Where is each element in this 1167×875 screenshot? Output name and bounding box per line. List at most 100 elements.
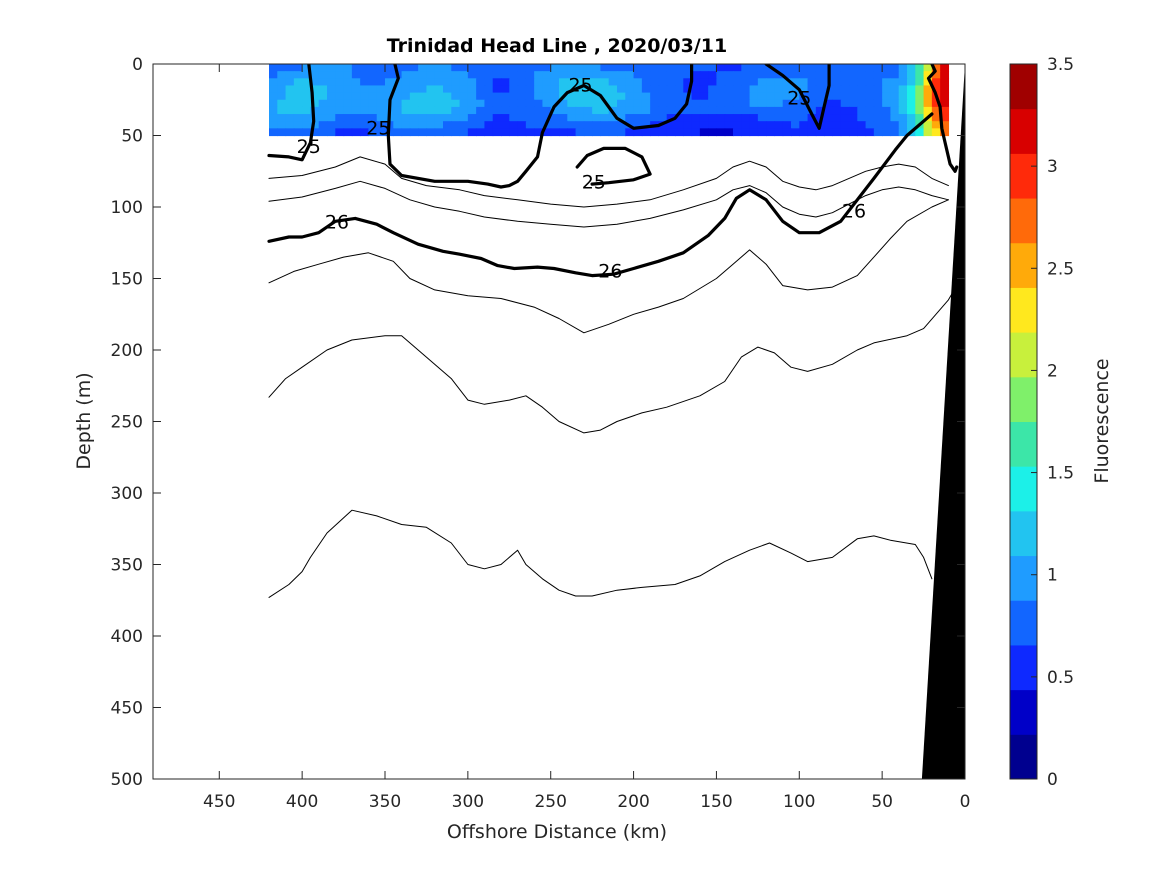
- heatmap-cell: [484, 85, 494, 94]
- heatmap-cell: [335, 64, 345, 72]
- heatmap-cell: [501, 85, 510, 94]
- heatmap-cell: [376, 121, 386, 129]
- heatmap-cell: [907, 121, 916, 129]
- heatmap-cell: [401, 64, 411, 72]
- heatmap-cell: [641, 99, 651, 108]
- heatmap-cell: [898, 128, 908, 137]
- heatmap-cell: [559, 99, 568, 108]
- heatmap-cell: [882, 71, 892, 79]
- heatmap-cell: [724, 106, 734, 115]
- heatmap-cell: [666, 121, 676, 129]
- heatmap-cell: [327, 114, 336, 122]
- heatmap-cell: [940, 85, 950, 94]
- heatmap-cell: [708, 128, 718, 137]
- heatmap-cell: [733, 64, 742, 72]
- heatmap-cell: [401, 128, 411, 137]
- y-tick-label: 300: [111, 484, 143, 504]
- heatmap-cell: [459, 71, 469, 79]
- heatmap-cell: [269, 64, 278, 72]
- colorbar-segment: [1010, 332, 1037, 378]
- heatmap-cell: [517, 121, 527, 129]
- y-tick-label: 50: [121, 127, 143, 147]
- heatmap-cell: [285, 121, 295, 129]
- y-axis-label: Depth (m): [73, 372, 95, 469]
- heatmap-cell: [542, 64, 552, 72]
- heatmap-cell: [666, 78, 676, 87]
- heatmap-cell: [824, 99, 834, 108]
- heatmap-cell: [467, 85, 477, 94]
- heatmap-cell: [318, 106, 328, 115]
- heatmap-cell: [277, 121, 287, 129]
- heatmap-cell: [443, 99, 452, 108]
- heatmap-cell: [791, 71, 800, 79]
- heatmap-cell: [443, 71, 452, 79]
- heatmap-cell: [293, 92, 303, 101]
- heatmap-cell: [699, 64, 709, 72]
- fluorescence-heatmap: [269, 64, 950, 137]
- heatmap-cell: [434, 64, 444, 72]
- heatmap-cell: [898, 85, 908, 94]
- heatmap-cell: [608, 92, 618, 101]
- heatmap-cell: [302, 92, 312, 101]
- heatmap-cell: [534, 121, 544, 129]
- heatmap-cell: [749, 121, 759, 129]
- heatmap-cell: [600, 64, 610, 72]
- heatmap-cell: [658, 128, 668, 137]
- heatmap-cell: [277, 128, 287, 137]
- heatmap-cell: [782, 92, 792, 101]
- heatmap-cell: [534, 99, 544, 108]
- heatmap-cell: [782, 85, 792, 94]
- heatmap-cell: [774, 78, 784, 87]
- heatmap-cell: [310, 64, 320, 72]
- heatmap-cell: [907, 99, 916, 108]
- heatmap-cell: [782, 99, 792, 108]
- heatmap-cell: [285, 71, 295, 79]
- heatmap-cell: [650, 78, 660, 87]
- heatmap-cell: [699, 106, 709, 115]
- heatmap-cell: [583, 99, 593, 108]
- heatmap-cell: [882, 99, 892, 108]
- heatmap-cell: [335, 121, 345, 129]
- heatmap-cell: [749, 114, 759, 122]
- heatmap-cell: [327, 99, 336, 108]
- heatmap-cell: [443, 121, 452, 129]
- colorbar-tick-label: 2: [1047, 361, 1058, 381]
- heatmap-cell: [484, 99, 494, 108]
- heatmap-cell: [467, 128, 477, 137]
- heatmap-cell: [277, 114, 287, 122]
- heatmap-cell: [832, 78, 842, 87]
- heatmap-cell: [749, 128, 759, 137]
- heatmap-cell: [699, 92, 709, 101]
- heatmap-cell: [733, 121, 742, 129]
- heatmap-cell: [351, 71, 361, 79]
- heatmap-cell: [691, 64, 701, 72]
- heatmap-cell: [749, 85, 759, 94]
- heatmap-cell: [915, 85, 925, 94]
- heatmap-cell: [592, 121, 602, 129]
- heatmap-cell: [733, 92, 742, 101]
- heatmap-cell: [832, 92, 842, 101]
- heatmap-cell: [409, 106, 419, 115]
- heatmap-cell: [766, 78, 776, 87]
- heatmap-cell: [269, 106, 278, 115]
- contour-line-bold: [575, 146, 652, 186]
- heatmap-cell: [467, 114, 477, 122]
- heatmap-cell: [426, 85, 436, 94]
- heatmap-cell: [542, 99, 552, 108]
- heatmap-cell: [749, 71, 759, 79]
- heatmap-cell: [791, 106, 800, 115]
- contour-line: [268, 156, 949, 208]
- heatmap-cell: [451, 128, 461, 137]
- y-tick-label: 450: [111, 699, 143, 719]
- heatmap-cell: [509, 78, 519, 87]
- heatmap-cell: [409, 71, 419, 79]
- heatmap-cell: [567, 78, 577, 87]
- heatmap-cell: [882, 92, 892, 101]
- heatmap-cell: [302, 121, 312, 129]
- heatmap-cell: [799, 78, 809, 87]
- colorbar-segment: [1010, 466, 1037, 512]
- heatmap-cell: [641, 85, 651, 94]
- heatmap-cell: [923, 121, 933, 129]
- heatmap-cell: [791, 128, 800, 137]
- heatmap-cell: [708, 114, 718, 122]
